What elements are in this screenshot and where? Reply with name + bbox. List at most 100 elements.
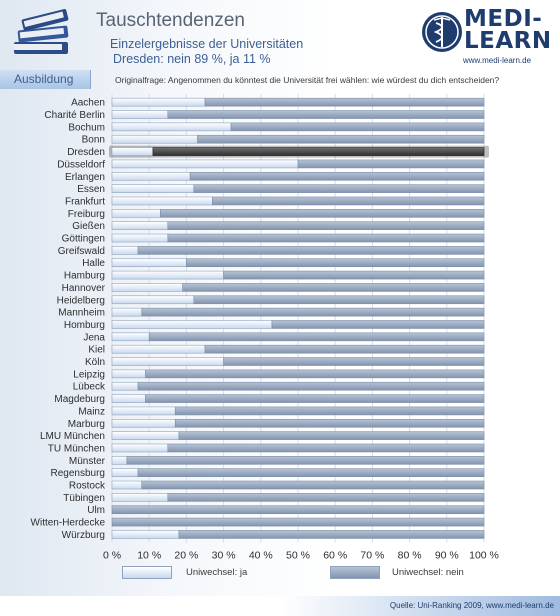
bar-ja <box>111 493 169 502</box>
category-label: Mannheim <box>58 308 105 319</box>
category-label: Würzburg <box>62 530 105 541</box>
bar-nein <box>137 381 485 391</box>
bar-nein <box>174 406 485 416</box>
category-label: Münster <box>69 456 106 467</box>
bar-nein <box>178 530 485 539</box>
bar-nein <box>111 517 485 527</box>
logo-url: www.medi-learn.de <box>463 56 532 65</box>
bar-nein <box>160 209 485 218</box>
bar-ja <box>111 283 183 292</box>
x-tick-label: 70 % <box>360 550 384 562</box>
bar-ja <box>111 406 176 416</box>
bar-ja <box>111 381 139 391</box>
bar-ja <box>111 110 169 119</box>
x-tick-label: 30 % <box>212 550 236 562</box>
bar-ja <box>111 480 143 490</box>
bar-nein <box>297 159 485 169</box>
bar-ja <box>111 196 213 206</box>
category-label: Freiburg <box>68 209 105 220</box>
category-label: Frankfurt <box>65 196 105 207</box>
category-label: Ulm <box>87 505 105 516</box>
bar-ja <box>111 233 169 243</box>
category-label: Halle <box>82 258 105 269</box>
bar-ja <box>111 122 232 132</box>
bar-nein <box>167 443 485 453</box>
bar-ja <box>111 246 139 255</box>
category-label: Mainz <box>78 406 105 417</box>
bar-nein <box>167 233 485 243</box>
category-label: Düsseldorf <box>57 159 105 170</box>
bar-nein <box>223 357 485 366</box>
legend-swatch-ja <box>122 566 172 579</box>
logo-wordmark: MEDI- LEARN <box>464 6 552 54</box>
bar-ja <box>111 147 154 156</box>
category-label: Rostock <box>69 481 106 492</box>
category-label: Kiel <box>88 345 105 356</box>
bar-ja <box>111 443 169 453</box>
bar-nein <box>152 147 485 156</box>
bar-nein <box>148 332 485 342</box>
category-label: Hannover <box>62 283 106 294</box>
bar-nein <box>141 307 485 317</box>
category-label: Göttingen <box>62 234 105 245</box>
bar-nein <box>167 110 485 119</box>
bar-ja <box>111 456 128 465</box>
category-label: Bonn <box>82 135 105 146</box>
x-tick-label: 40 % <box>249 550 273 562</box>
category-label: Essen <box>77 184 105 195</box>
legend-swatch-nein <box>330 566 380 579</box>
category-label: Jena <box>83 332 105 343</box>
section-tab-label: Ausbildung <box>14 72 74 86</box>
bar-ja <box>111 369 146 379</box>
category-label: Gießen <box>72 221 105 232</box>
grid-lines <box>111 94 485 543</box>
highlight-city: Dresden: <box>113 52 164 66</box>
bar-nein <box>174 418 485 428</box>
category-label: Tübingen <box>63 493 105 504</box>
bar-ja <box>111 97 206 107</box>
bar-ja <box>111 221 169 230</box>
highlight-summary: Dresden: nein 89 %, ja 11 % <box>113 52 271 66</box>
category-label: Witten-Herdecke <box>31 518 106 529</box>
category-label: Magdeburg <box>54 394 105 405</box>
category-label: Bochum <box>68 122 105 133</box>
footer-bar <box>0 596 560 616</box>
bar-ja <box>111 418 176 428</box>
logo-line-2: LEARN <box>464 28 552 54</box>
bar-ja <box>111 394 146 403</box>
category-label: Leipzig <box>73 369 105 380</box>
bar-ja <box>111 320 273 329</box>
x-tick-label: 100 % <box>469 550 499 562</box>
x-tick-label: 60 % <box>323 550 347 562</box>
bar-ja <box>111 332 150 342</box>
bar-nein <box>193 295 485 305</box>
category-label: Heidelberg <box>57 295 105 306</box>
category-label: LMU München <box>40 431 105 442</box>
bar-nein <box>182 283 485 292</box>
bar-ja <box>111 184 195 193</box>
category-label: Hamburg <box>64 271 105 282</box>
bar-nein <box>137 246 485 255</box>
category-label: Homburg <box>64 320 105 331</box>
bar-nein <box>145 394 485 403</box>
bar-ja <box>111 468 139 477</box>
category-label: Lübeck <box>73 382 106 393</box>
books-icon <box>14 9 69 54</box>
bar-nein <box>167 221 485 230</box>
bar-ja <box>111 357 224 366</box>
bar-ja <box>111 270 224 280</box>
bar-ja <box>111 209 161 218</box>
bar-nein <box>212 196 485 206</box>
source-note: Quelle: Uni-Ranking 2009, www.medi-learn… <box>389 601 554 610</box>
x-tick-label: 20 % <box>174 550 198 562</box>
original-question: Originalfrage: Angenommen du könntest di… <box>115 75 500 85</box>
category-label: Marburg <box>68 419 105 430</box>
bar-nein <box>197 134 485 144</box>
logo-line-1: MEDI- <box>464 6 543 32</box>
category-label: Charité Berlin <box>44 110 105 121</box>
section-tab: Ausbildung <box>0 70 91 89</box>
category-label: TU München <box>48 443 105 454</box>
bar-nein <box>111 505 485 515</box>
